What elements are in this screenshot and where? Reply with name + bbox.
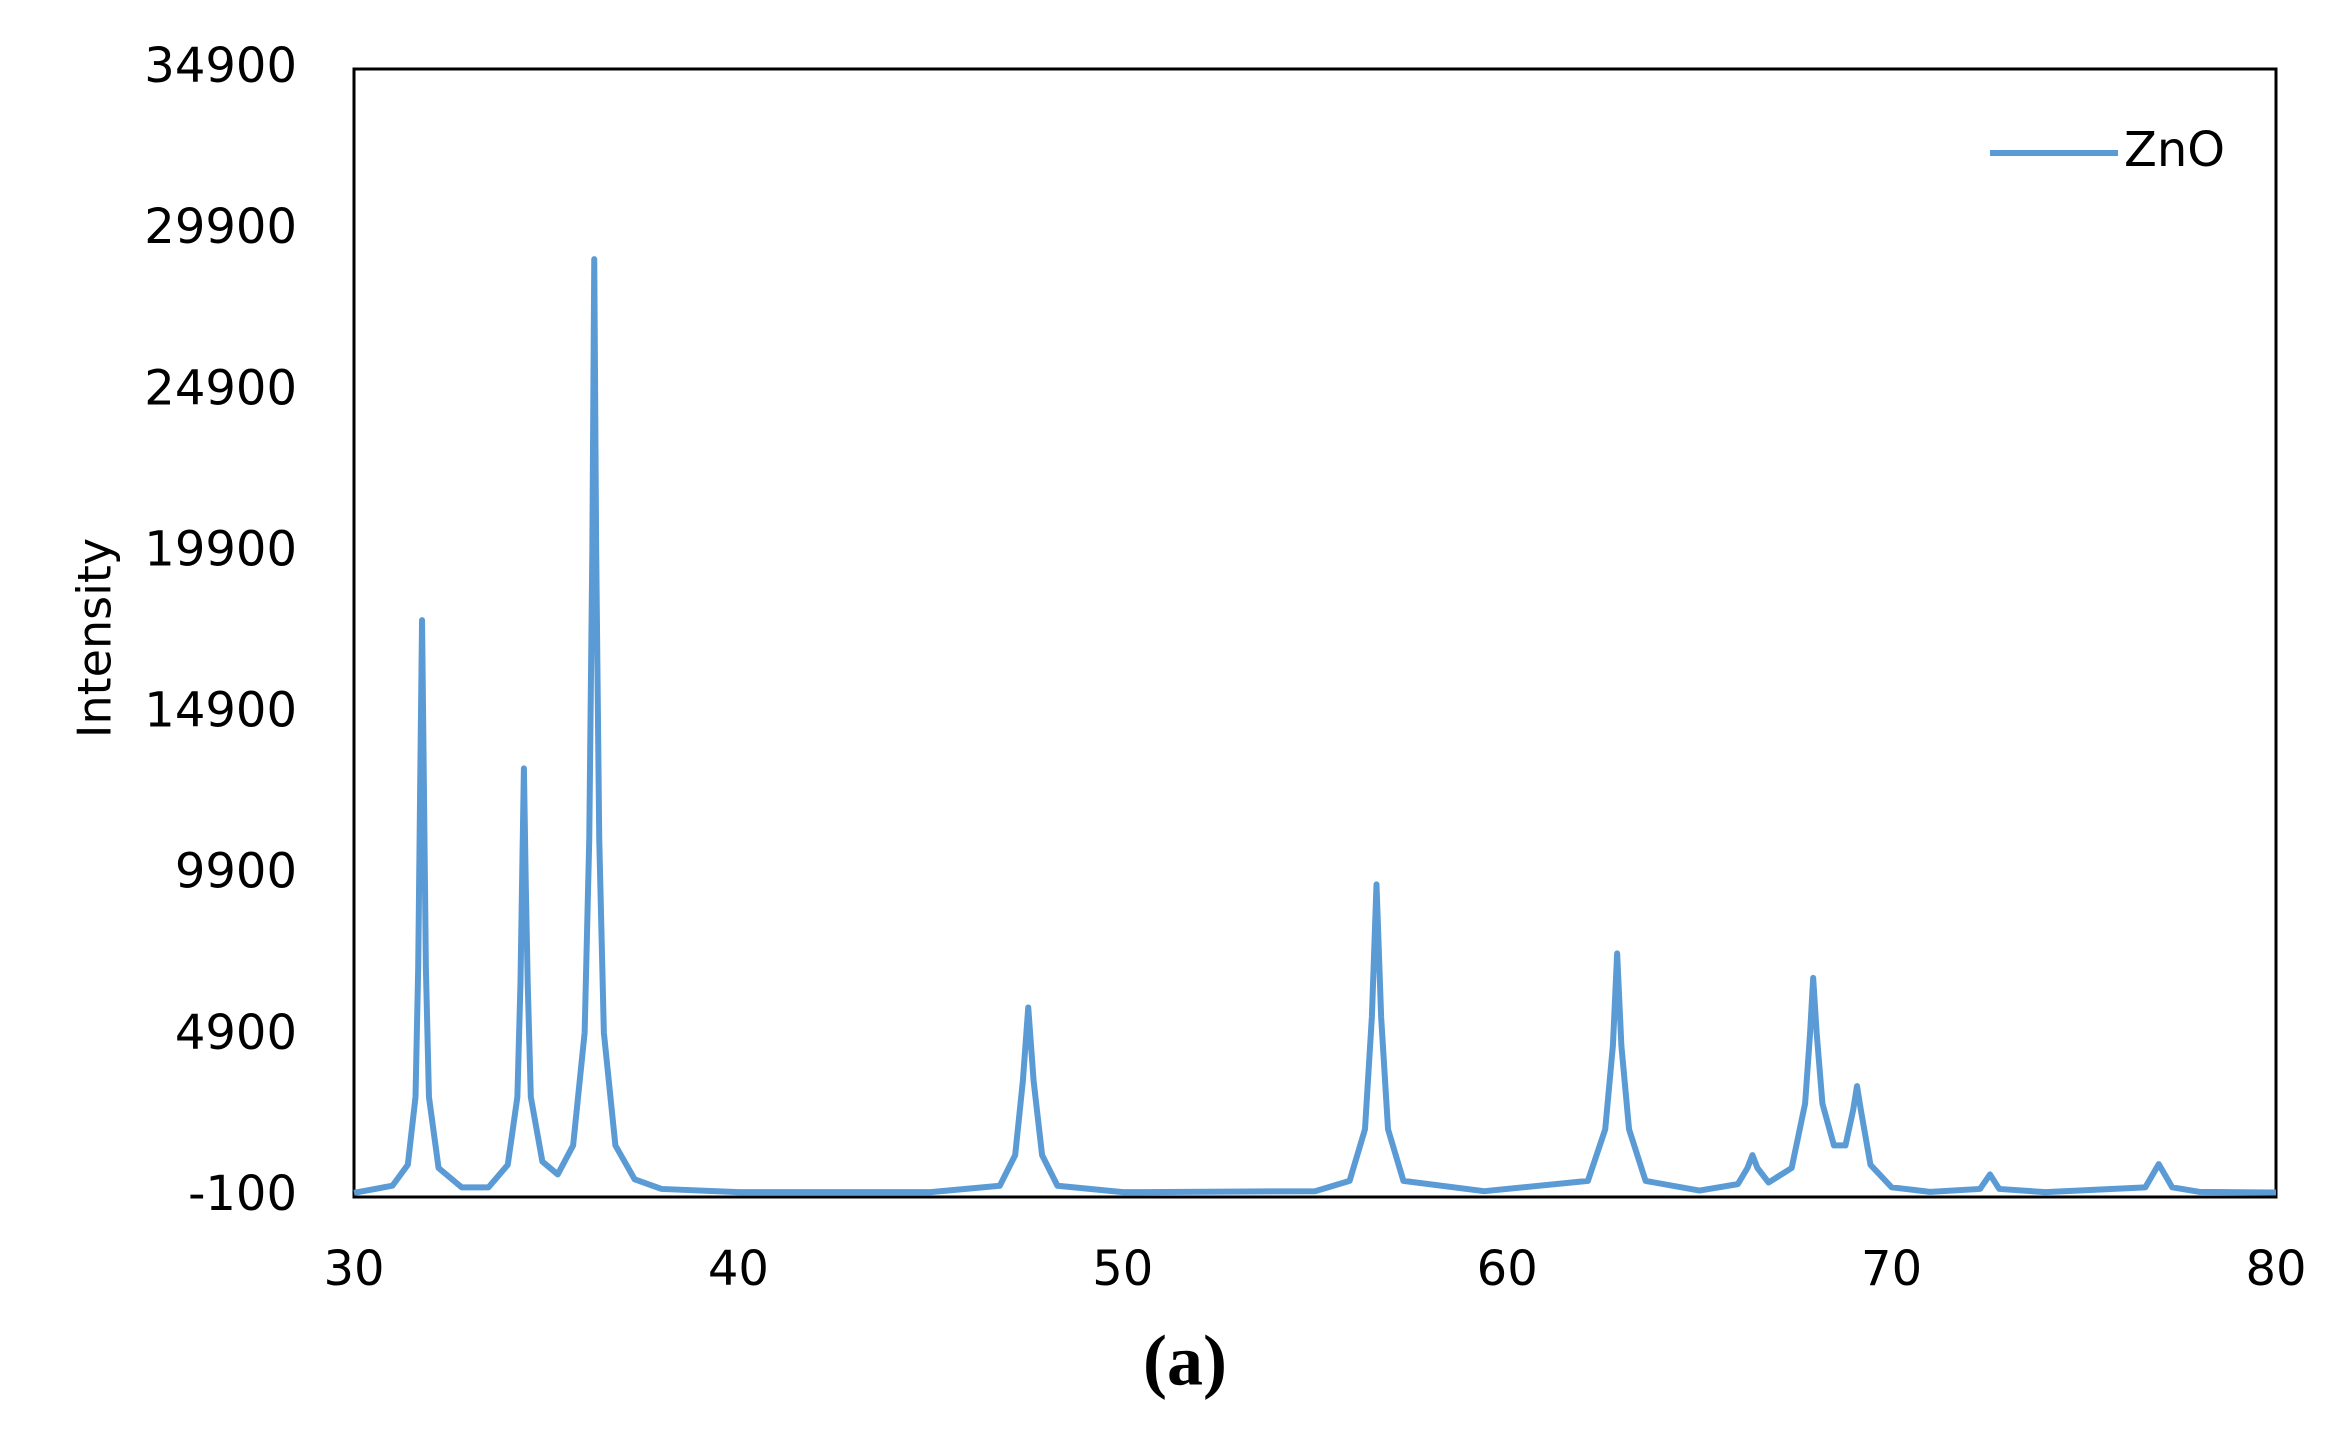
y-tick-label: 19900 <box>144 521 297 577</box>
x-tick-label: 80 <box>2245 1241 2306 1297</box>
x-tick-label: 30 <box>323 1241 384 1297</box>
data-line <box>353 256 2277 1196</box>
y-tick-label: 34900 <box>144 38 297 94</box>
x-tick-label: 50 <box>1092 1241 1153 1297</box>
y-tick-label: 24900 <box>144 360 297 416</box>
x-tick-label: 70 <box>1861 1241 1922 1297</box>
x-tick-label: 40 <box>708 1241 769 1297</box>
x-tick-label: 60 <box>1477 1241 1538 1297</box>
y-tick-label: 4900 <box>175 1005 297 1061</box>
plot-frame <box>352 67 2278 1199</box>
legend-label: ZnO <box>2124 122 2225 178</box>
y-axis-title: Intensity <box>68 538 122 738</box>
y-tick-label: 14900 <box>144 683 297 739</box>
y-tick-label: 9900 <box>175 844 297 900</box>
y-tick-label: 29900 <box>144 199 297 255</box>
y-tick-label: -100 <box>188 1166 297 1222</box>
caption: (a) <box>1143 1321 1227 1401</box>
